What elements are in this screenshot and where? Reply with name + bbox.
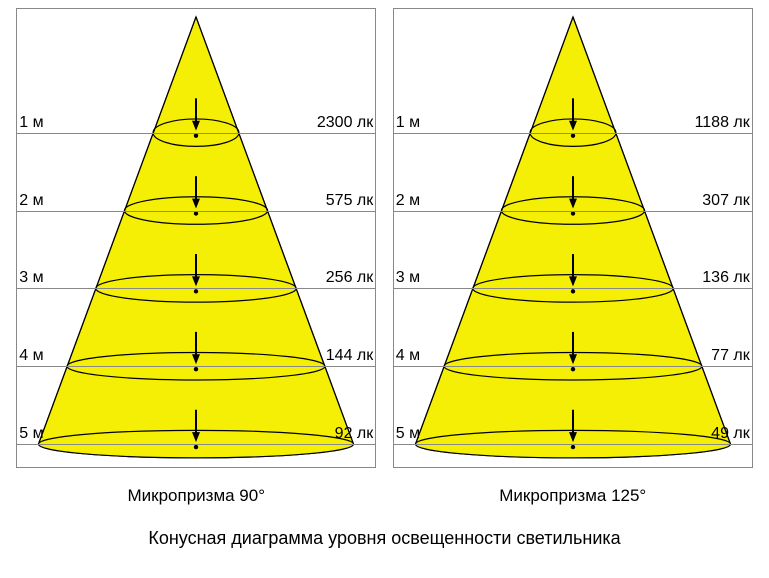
cone-svg-1 [394, 9, 752, 467]
chart-box-1: 1 м 1188 лк 2 м 307 лк 3 м 136 лк 4 м 77 лк 5 м 4… [393, 8, 753, 468]
distance-label: 3 м [396, 269, 420, 288]
lux-label: 575 лк [326, 192, 373, 211]
lux-label: 307 лк [702, 192, 749, 211]
distance-label: 1 м [19, 114, 43, 133]
main-title: Конусная диаграмма уровня освещенности с… [0, 528, 769, 549]
grid-line [17, 133, 375, 134]
grid-line [17, 366, 375, 367]
center-dot [571, 445, 575, 449]
lux-label: 136 лк [702, 269, 749, 288]
chart-box-0: 1 м 2300 лк 2 м 575 лк 3 м 256 лк 4 м 144 лк 5 м… [16, 8, 376, 468]
center-dot [194, 445, 198, 449]
distance-label: 2 м [396, 192, 420, 211]
center-dot [571, 211, 575, 215]
cone-svg-0 [17, 9, 375, 467]
lux-label: 256 лк [326, 269, 373, 288]
grid-line [394, 444, 752, 445]
center-dot [571, 367, 575, 371]
distance-label: 4 м [396, 347, 420, 366]
grid-line [394, 133, 752, 134]
distance-label: 5 м [19, 425, 43, 444]
grid-line [394, 288, 752, 289]
panels-container: 1 м 2300 лк 2 м 575 лк 3 м 256 лк 4 м 144 лк 5 м… [0, 0, 769, 506]
panel-0: 1 м 2300 лк 2 м 575 лк 3 м 256 лк 4 м 144 лк 5 м… [16, 8, 376, 506]
distance-label: 1 м [396, 114, 420, 133]
lux-label: 49 лк [711, 425, 750, 444]
center-dot [571, 133, 575, 137]
lux-label: 2300 лк [317, 114, 373, 133]
center-dot [571, 289, 575, 293]
grid-line [17, 288, 375, 289]
center-dot [194, 367, 198, 371]
cone-body [39, 17, 354, 458]
cone-body [415, 17, 730, 458]
grid-line [17, 211, 375, 212]
center-dot [194, 289, 198, 293]
center-dot [194, 133, 198, 137]
distance-label: 4 м [19, 347, 43, 366]
lux-label: 92 лк [335, 425, 374, 444]
lux-label: 144 лк [326, 347, 373, 366]
center-dot [194, 211, 198, 215]
lux-label: 77 лк [711, 347, 750, 366]
distance-label: 2 м [19, 192, 43, 211]
panel-1: 1 м 1188 лк 2 м 307 лк 3 м 136 лк 4 м 77 лк 5 м 4… [393, 8, 753, 506]
grid-line [394, 366, 752, 367]
distance-label: 3 м [19, 269, 43, 288]
lux-label: 1188 лк [695, 114, 750, 133]
panel-title-1: Микропризма 125° [393, 486, 753, 506]
grid-line [17, 444, 375, 445]
grid-line [394, 211, 752, 212]
distance-label: 5 м [396, 425, 420, 444]
panel-title-0: Микропризма 90° [16, 486, 376, 506]
